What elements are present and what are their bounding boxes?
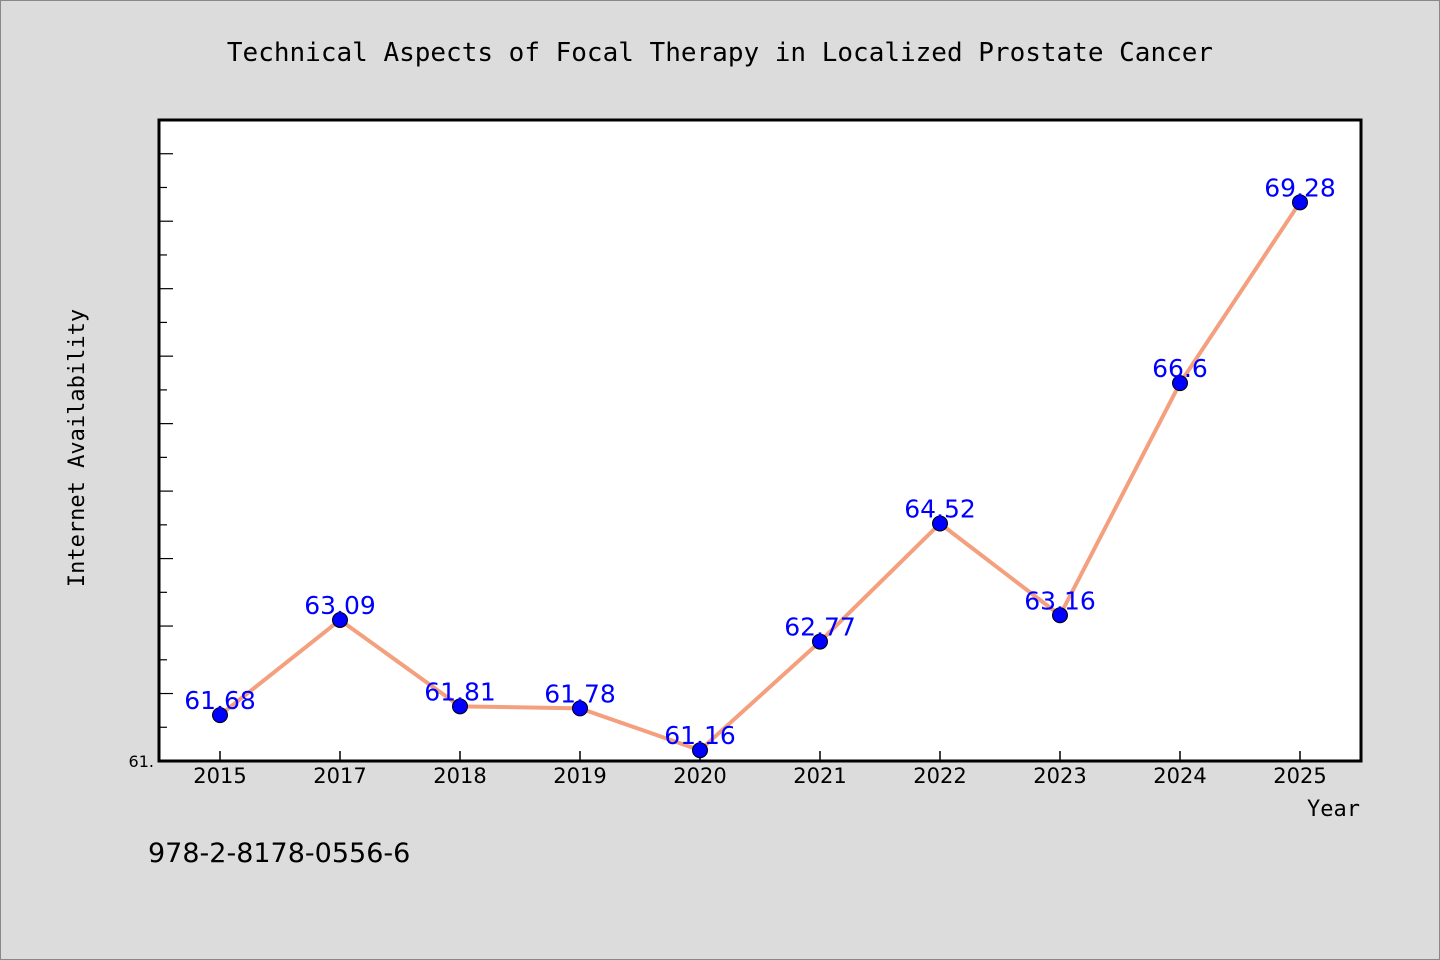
series-line-group (218, 201, 1302, 753)
x-axis-title: Year (1307, 797, 1360, 822)
series-line (218, 201, 1302, 753)
data-label: 61.78 (544, 679, 616, 708)
y-axis-ticks (159, 153, 173, 762)
data-label: 61.68 (184, 686, 256, 715)
x-tick-label: 2020 (673, 764, 726, 788)
y-tick-label: 61. (129, 752, 154, 771)
data-labels: 61.68 63.09 61.81 61.78 61.16 62.77 64.52 63.16… (184, 173, 1336, 750)
data-label: 63.16 (1024, 586, 1096, 615)
data-label: 62.77 (784, 613, 856, 642)
x-tick-label: 2022 (913, 764, 966, 788)
x-tick-label: 2019 (553, 764, 606, 788)
footer-code: 978-2-8178-0556-6 (148, 838, 410, 869)
data-label: 61.81 (424, 677, 496, 706)
data-label: 66.6 (1152, 354, 1208, 383)
x-tick-label: 2017 (313, 764, 366, 788)
data-point (1292, 194, 1308, 211)
data-label: 63.09 (304, 591, 376, 620)
data-points (212, 194, 1308, 759)
x-tick-label: 2021 (793, 764, 846, 788)
chart-title: Technical Aspects of Focal Therapy in Lo… (227, 38, 1213, 68)
x-tick-label: 2025 (1273, 764, 1326, 788)
data-point (332, 611, 348, 628)
plot-area (157, 118, 1363, 763)
data-label: 61.16 (664, 721, 736, 750)
data-point (692, 742, 708, 759)
data-point (1172, 375, 1188, 392)
x-tick-label: 2018 (433, 764, 486, 788)
x-tick-label: 2015 (193, 764, 246, 788)
x-axis-ticks: 2015 2017 2018 2019 2020 2021 2022 2023 2024 2025 (193, 751, 1327, 788)
data-point (932, 515, 948, 532)
y-axis-title: Internet Availability (65, 309, 90, 587)
data-point (1052, 607, 1068, 624)
x-tick-label: 2024 (1153, 764, 1206, 788)
data-point (452, 698, 468, 715)
data-point (212, 707, 228, 724)
data-point (812, 633, 828, 650)
data-label: 69.28 (1264, 173, 1336, 202)
data-point (572, 700, 588, 717)
data-label: 64.52 (904, 494, 976, 523)
x-tick-label: 2023 (1033, 764, 1086, 788)
